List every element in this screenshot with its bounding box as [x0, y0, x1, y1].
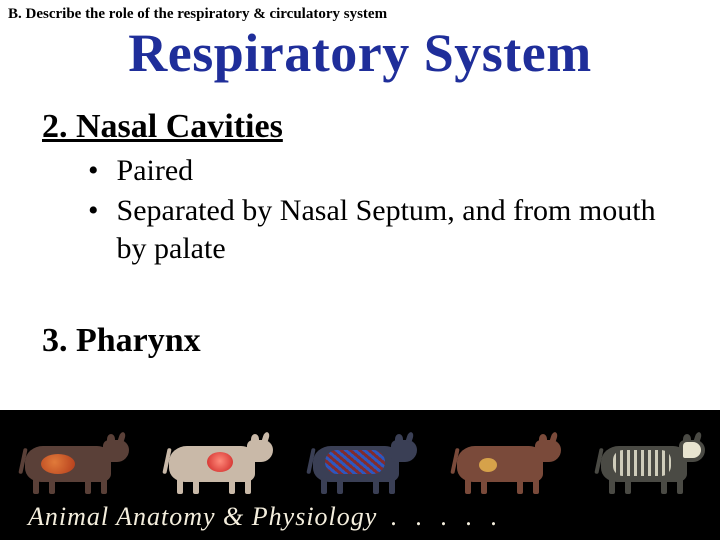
footer-caption-dots: . . . . .: [391, 502, 504, 531]
cow-respiratory-icon: [151, 424, 281, 496]
list-item: • Separated by Nasal Septum, and from mo…: [88, 192, 678, 268]
cow-circulatory-icon: [295, 424, 425, 496]
cow-urinary-icon: [439, 424, 569, 496]
bullet-text: Paired: [117, 152, 194, 190]
cow-digestive-icon: [7, 424, 137, 496]
footer-illustration-row: [0, 418, 720, 496]
section-heading-nasal-cavities: 2. Nasal Cavities: [42, 108, 283, 146]
list-item: • Paired: [88, 152, 678, 190]
outline-label: B. Describe the role of the respiratory …: [8, 6, 387, 23]
section-heading-pharynx: 3. Pharynx: [42, 322, 201, 360]
footer-band: Animal Anatomy & Physiology . . . . .: [0, 410, 720, 540]
cow-skeletal-icon: [583, 424, 713, 496]
bullet-list-nasal-cavities: • Paired • Separated by Nasal Septum, an…: [88, 152, 678, 270]
bullet-text: Separated by Nasal Septum, and from mout…: [117, 192, 678, 268]
bullet-icon: •: [88, 152, 99, 190]
page-title: Respiratory System: [0, 22, 720, 84]
footer-caption: Animal Anatomy & Physiology . . . . .: [0, 502, 720, 532]
footer-caption-text: Animal Anatomy & Physiology: [28, 502, 377, 531]
bullet-icon: •: [88, 192, 99, 230]
